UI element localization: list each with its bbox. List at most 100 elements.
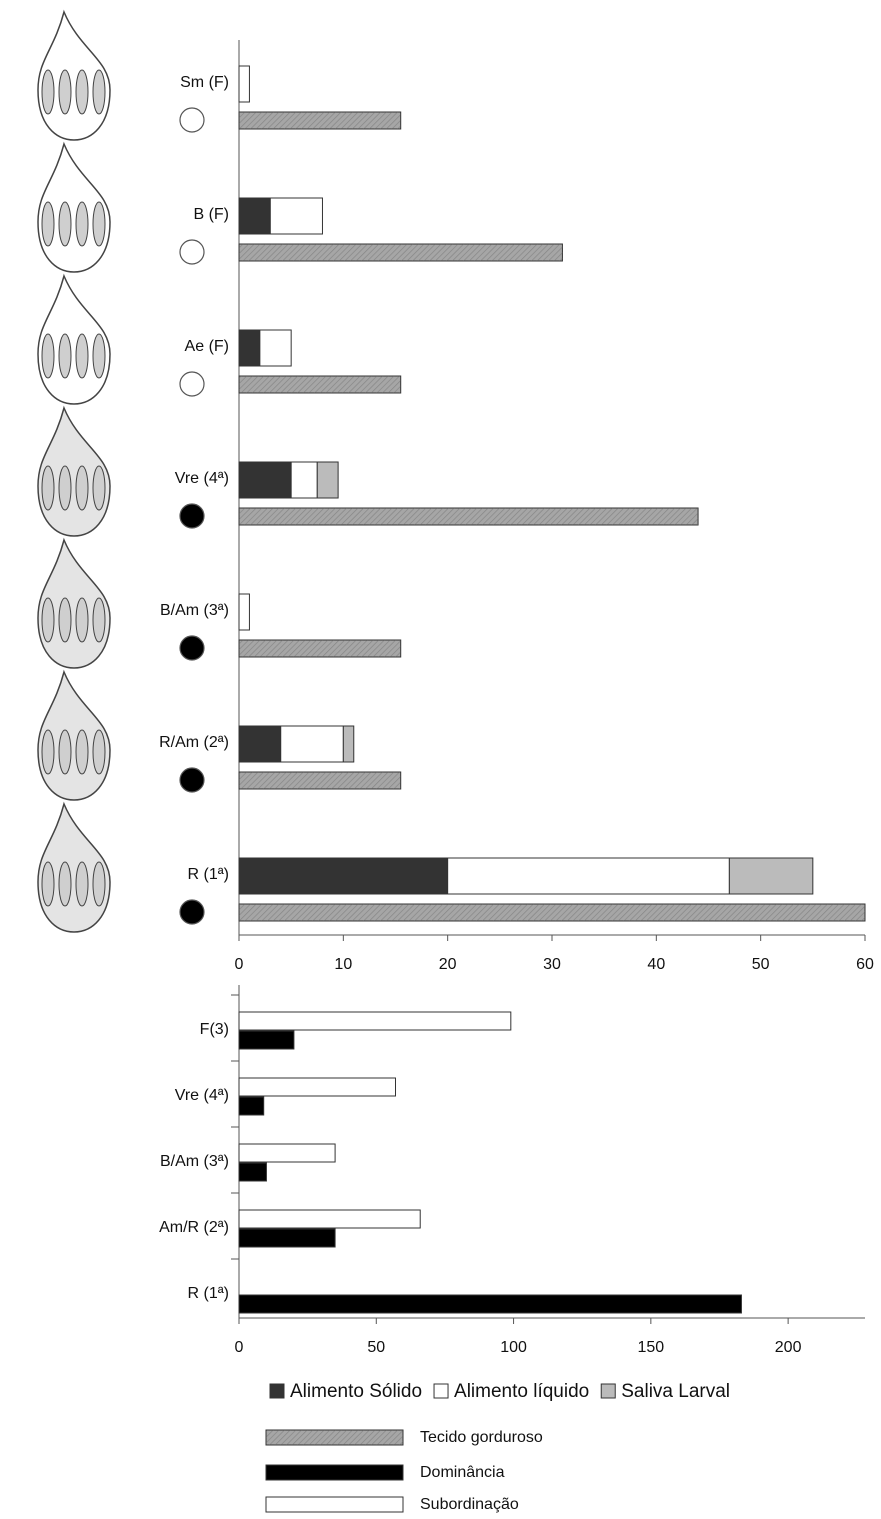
legend-hatch xyxy=(266,1430,403,1445)
ovariole xyxy=(58,597,72,643)
ovariole xyxy=(75,861,89,907)
ovariole xyxy=(41,201,55,247)
ovariole xyxy=(75,729,89,775)
category-label: B/Am (3ª) xyxy=(160,1153,229,1170)
ovariole xyxy=(58,69,72,115)
status-circle xyxy=(179,767,205,793)
bar xyxy=(316,461,339,499)
organ-outline xyxy=(37,141,111,273)
category-label: Vre (4ª) xyxy=(175,470,229,487)
bar xyxy=(238,65,250,103)
category-label: Sm (F) xyxy=(180,74,229,91)
organ-illustrations xyxy=(37,9,111,933)
ovariole xyxy=(41,465,55,511)
organ-outline xyxy=(37,669,111,801)
x-tick-label: 100 xyxy=(500,1339,527,1356)
category-label: R/Am (2ª) xyxy=(159,734,229,751)
bar xyxy=(280,725,344,763)
ovariole xyxy=(58,861,72,907)
ovariole xyxy=(58,729,72,775)
organ-outline xyxy=(37,405,111,537)
bar xyxy=(238,725,282,763)
ovariole xyxy=(75,201,89,247)
bar-hatch xyxy=(239,244,563,261)
category-label: Vre (4ª) xyxy=(175,1087,229,1104)
category-label: B (F) xyxy=(193,206,229,223)
legend-swatch xyxy=(433,1383,449,1399)
bar xyxy=(259,329,292,367)
bar xyxy=(728,857,814,895)
ovariole xyxy=(41,69,55,115)
x-tick-label: 50 xyxy=(367,1339,385,1356)
bar xyxy=(238,1209,421,1229)
ovariole xyxy=(92,201,106,247)
bar xyxy=(238,1096,265,1116)
x-tick-label: 150 xyxy=(637,1339,664,1356)
legend-label: Tecido gorduroso xyxy=(420,1429,543,1446)
organ-outline xyxy=(37,801,111,933)
bar-hatch xyxy=(239,376,401,393)
legend-label: Saliva Larval xyxy=(621,1381,730,1402)
x-tick-label: 200 xyxy=(775,1339,802,1356)
legend-swatch xyxy=(600,1383,616,1399)
bar-hatch xyxy=(239,112,401,129)
bar xyxy=(238,1011,512,1031)
bar xyxy=(238,857,449,895)
legend-label: Dominância xyxy=(420,1464,505,1481)
organ-outline xyxy=(37,9,111,141)
x-tick-label: 50 xyxy=(752,956,770,973)
ovariole xyxy=(92,861,106,907)
bar-hatch xyxy=(239,772,401,789)
ovariole xyxy=(92,69,106,115)
bar-hatch xyxy=(239,508,699,525)
ovariole xyxy=(75,333,89,379)
x-tick-label: 30 xyxy=(543,956,561,973)
x-tick-label: 0 xyxy=(235,1339,244,1356)
ovariole xyxy=(92,465,106,511)
ovariole xyxy=(75,465,89,511)
x-tick-label: 40 xyxy=(647,956,665,973)
legend-label: Alimento líquido xyxy=(454,1381,589,1402)
ovariole xyxy=(41,729,55,775)
ovariole xyxy=(92,333,106,379)
ovariole xyxy=(92,729,106,775)
ovariole xyxy=(92,597,106,643)
bar xyxy=(238,1077,396,1097)
ovariole xyxy=(41,861,55,907)
bar xyxy=(238,593,250,631)
bar xyxy=(238,1162,267,1182)
bar-hatch xyxy=(239,904,865,921)
ovariole xyxy=(58,465,72,511)
bar xyxy=(238,329,261,367)
x-tick-label: 0 xyxy=(235,956,244,973)
legend-swatch xyxy=(265,1496,404,1513)
x-tick-label: 60 xyxy=(856,956,874,973)
ovariole xyxy=(75,597,89,643)
bar xyxy=(238,461,292,499)
legend-swatch xyxy=(269,1383,285,1399)
legend-swatch xyxy=(265,1464,404,1481)
status-circle xyxy=(179,239,205,265)
bar xyxy=(238,1294,742,1314)
ovariole xyxy=(58,201,72,247)
bar xyxy=(238,1143,336,1163)
ovariole xyxy=(58,333,72,379)
status-circle xyxy=(179,503,205,529)
status-circle xyxy=(179,635,205,661)
bar-hatch xyxy=(239,640,401,657)
bar xyxy=(238,197,271,235)
category-label: F(3) xyxy=(200,1021,229,1038)
bar xyxy=(269,197,323,235)
ovariole xyxy=(41,597,55,643)
ovariole xyxy=(41,333,55,379)
bar xyxy=(238,1030,295,1050)
bar xyxy=(290,461,318,499)
organ-outline xyxy=(37,273,111,405)
category-label: R (1ª) xyxy=(188,866,229,883)
legend-label: Subordinação xyxy=(420,1496,519,1513)
bar xyxy=(447,857,730,895)
status-circle xyxy=(179,371,205,397)
category-label: R (1ª) xyxy=(188,1285,229,1302)
status-circle xyxy=(179,899,205,925)
